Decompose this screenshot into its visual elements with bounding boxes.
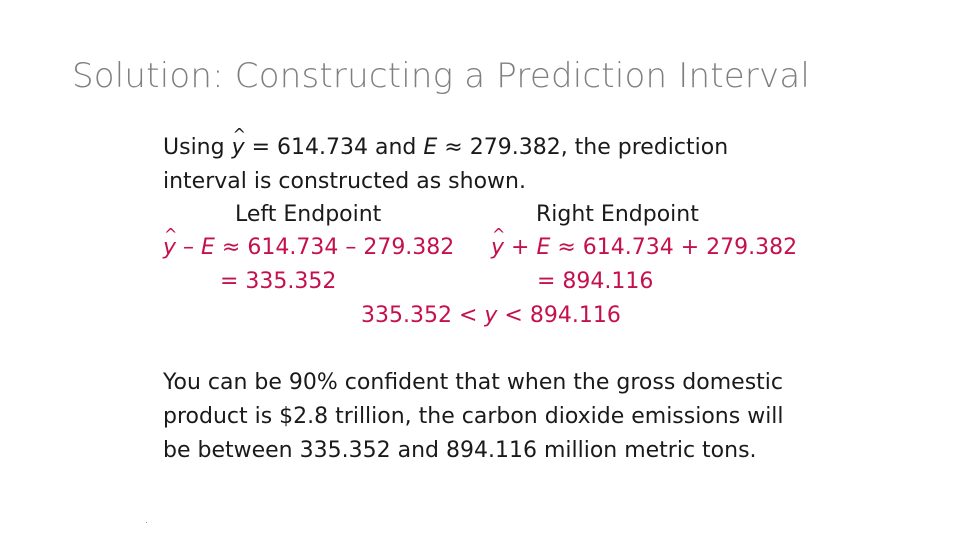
stray-dot xyxy=(146,522,147,523)
y-hat-symbol: y xyxy=(491,218,505,265)
intro-mid-2: ≈ 279.382, the prediction xyxy=(437,135,729,160)
e-symbol: E xyxy=(536,235,551,260)
interval-left: 335.352 < xyxy=(361,303,485,328)
left-expr: ≈ 614.734 – 279.382 xyxy=(214,235,455,260)
conclusion-line-1: You can be 90% confident that when the g… xyxy=(163,370,783,395)
right-endpoint-expression: y + E ≈ 614.734 + 279.382 xyxy=(491,218,798,265)
e-symbol: E xyxy=(201,235,215,260)
e-symbol: E xyxy=(423,135,438,160)
left-endpoint-result: = 335.352 xyxy=(220,269,337,294)
interval-right: < 894.116 xyxy=(497,303,621,328)
y-hat-symbol: y xyxy=(163,218,177,265)
intro-line-1: Using y = 614.734 and E ≈ 279.382, the p… xyxy=(163,118,729,165)
right-endpoint-header: Right Endpoint xyxy=(536,202,699,227)
y-hat-symbol: y xyxy=(232,118,246,165)
page-title: Solution: Constructing a Prediction Inte… xyxy=(72,56,811,96)
left-endpoint-expression: y – E ≈ 614.734 – 279.382 xyxy=(163,218,455,265)
conclusion-line-2: product is $2.8 trillion, the carbon dio… xyxy=(163,404,784,429)
left-op: – xyxy=(176,235,202,260)
intro-mid-1: = 614.734 and xyxy=(244,135,424,160)
right-expr: ≈ 614.734 + 279.382 xyxy=(550,235,798,260)
conclusion-line-3: be between 335.352 and 894.116 million m… xyxy=(163,438,757,463)
left-endpoint-header: Left Endpoint xyxy=(235,202,382,227)
intro-line-2: interval is constructed as shown. xyxy=(163,169,526,194)
y-symbol: y xyxy=(484,303,498,328)
right-op: + xyxy=(504,235,537,260)
prediction-interval: 335.352 < y < 894.116 xyxy=(361,299,621,333)
intro-prefix: Using xyxy=(163,135,232,160)
right-endpoint-result: = 894.116 xyxy=(537,269,654,294)
